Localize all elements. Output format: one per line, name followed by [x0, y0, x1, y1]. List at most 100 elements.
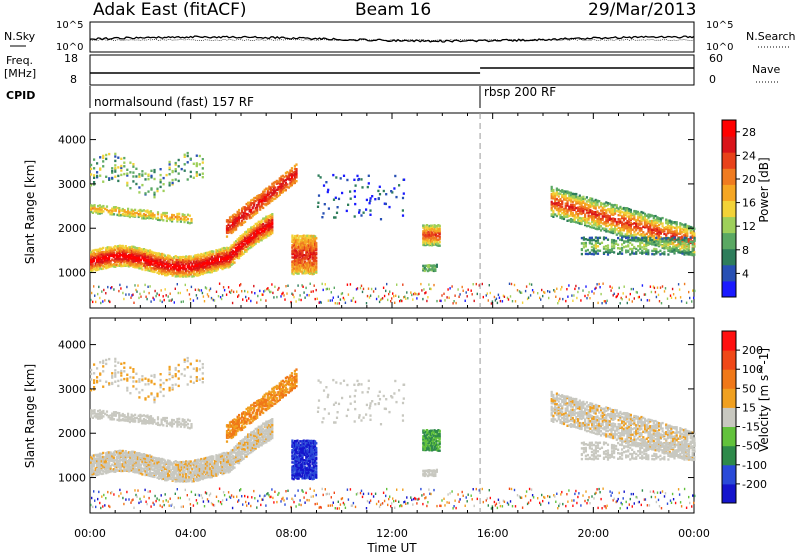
scatter-cell	[638, 214, 641, 217]
scatter-cell	[147, 285, 149, 288]
scatter-cell	[291, 256, 294, 259]
scatter-cell	[150, 462, 153, 465]
scatter-cell	[139, 456, 142, 459]
scatter-cell	[142, 209, 146, 212]
scatter-cell	[99, 257, 102, 260]
scatter-cell	[594, 221, 597, 225]
scatter-cell	[179, 268, 182, 271]
scatter-cell	[117, 264, 120, 267]
scatter-cell	[511, 300, 514, 303]
scatter-cell	[427, 241, 430, 244]
scatter-cell	[269, 290, 271, 294]
scatter-cell	[97, 210, 100, 213]
scatter-cell	[605, 204, 608, 207]
scatter-cell	[610, 222, 613, 225]
scatter-cell	[259, 208, 262, 211]
scatter-cell	[682, 225, 685, 229]
scatter-cell	[108, 152, 111, 156]
scatter-cell	[298, 235, 302, 238]
scatter-cell	[120, 157, 123, 160]
scatter-cell	[90, 269, 93, 273]
scatter-cell	[625, 251, 628, 254]
scatter-cell	[189, 266, 192, 269]
scatter-cell	[438, 236, 441, 239]
scatter-cell	[127, 214, 130, 218]
scatter-cell	[301, 254, 304, 257]
scatter-cell	[614, 220, 617, 223]
scatter-cell	[165, 294, 167, 297]
scatter-cell	[263, 217, 266, 220]
scatter-cell	[160, 215, 163, 218]
scatter-cell	[672, 232, 675, 235]
scatter-cell	[603, 221, 606, 224]
scatter-cell	[179, 257, 182, 260]
scatter-cell	[161, 265, 164, 269]
scatter-cell	[596, 236, 600, 240]
scatter-cell	[263, 197, 266, 201]
scatter-cell	[592, 219, 595, 222]
scatter-cell	[213, 263, 216, 267]
scatter-cell	[295, 249, 298, 253]
scatter-cell	[587, 212, 590, 215]
scatter-cell	[254, 239, 257, 242]
scatter-cell	[625, 236, 628, 240]
scatter-cell	[566, 208, 569, 211]
scatter-cell	[120, 263, 123, 266]
scatter-cell	[195, 164, 198, 167]
scatter-cell	[253, 224, 256, 228]
scatter-cell	[254, 232, 257, 236]
scatter-cell	[431, 268, 434, 271]
scatter-cell	[233, 222, 236, 225]
scatter-cell	[182, 259, 185, 262]
scatter-cell	[238, 213, 241, 216]
scatter-cell	[612, 213, 615, 216]
scatter-cell	[425, 264, 428, 267]
scatter-cell	[659, 243, 662, 246]
scatter-cell	[562, 297, 564, 301]
scatter-cell	[320, 301, 322, 304]
scatter-cell	[124, 263, 127, 266]
scatter-cell	[91, 266, 94, 269]
scatter-cell	[312, 251, 315, 254]
scatter-cell	[300, 263, 303, 267]
scatter-cell	[241, 290, 243, 293]
scatter-cell	[136, 465, 139, 469]
scatter-cell	[520, 291, 523, 294]
scatter-cell	[129, 260, 132, 263]
scatter-cell	[241, 223, 244, 226]
scatter-cell	[91, 249, 94, 252]
scatter-cell	[138, 472, 141, 475]
scatter-cell	[144, 268, 147, 272]
scatter-cell	[619, 228, 622, 232]
scatter-cell	[675, 247, 678, 250]
scatter-cell	[573, 203, 576, 207]
scatter-cell	[673, 232, 677, 235]
scatter-cell	[106, 458, 109, 461]
scatter-cell	[236, 256, 239, 260]
scatter-cell	[224, 256, 227, 259]
scatter-cell	[265, 202, 268, 206]
scatter-cell	[300, 246, 303, 249]
scatter-cell	[176, 275, 179, 278]
scatter-cell	[168, 299, 170, 302]
scatter-cell	[290, 175, 293, 178]
scatter-cell	[335, 211, 339, 214]
scatter-cell	[428, 236, 431, 239]
scatter-cell	[130, 210, 133, 213]
scatter-cell	[627, 239, 630, 242]
scatter-cell	[161, 300, 163, 304]
scatter-cell	[201, 161, 204, 164]
scatter-cell	[530, 283, 533, 286]
scatter-cell	[197, 288, 200, 291]
scatter-cell	[658, 244, 661, 248]
scatter-cell	[654, 238, 657, 241]
scatter-cell	[434, 240, 437, 243]
scatter-cell	[265, 227, 268, 230]
scatter-cell	[257, 237, 260, 240]
scatter-cell	[111, 212, 114, 215]
scatter-cell	[115, 460, 118, 464]
scatter-cell	[203, 258, 206, 262]
scatter-cell	[618, 286, 620, 290]
scatter-cell	[94, 264, 97, 268]
scatter-cell	[309, 238, 312, 241]
